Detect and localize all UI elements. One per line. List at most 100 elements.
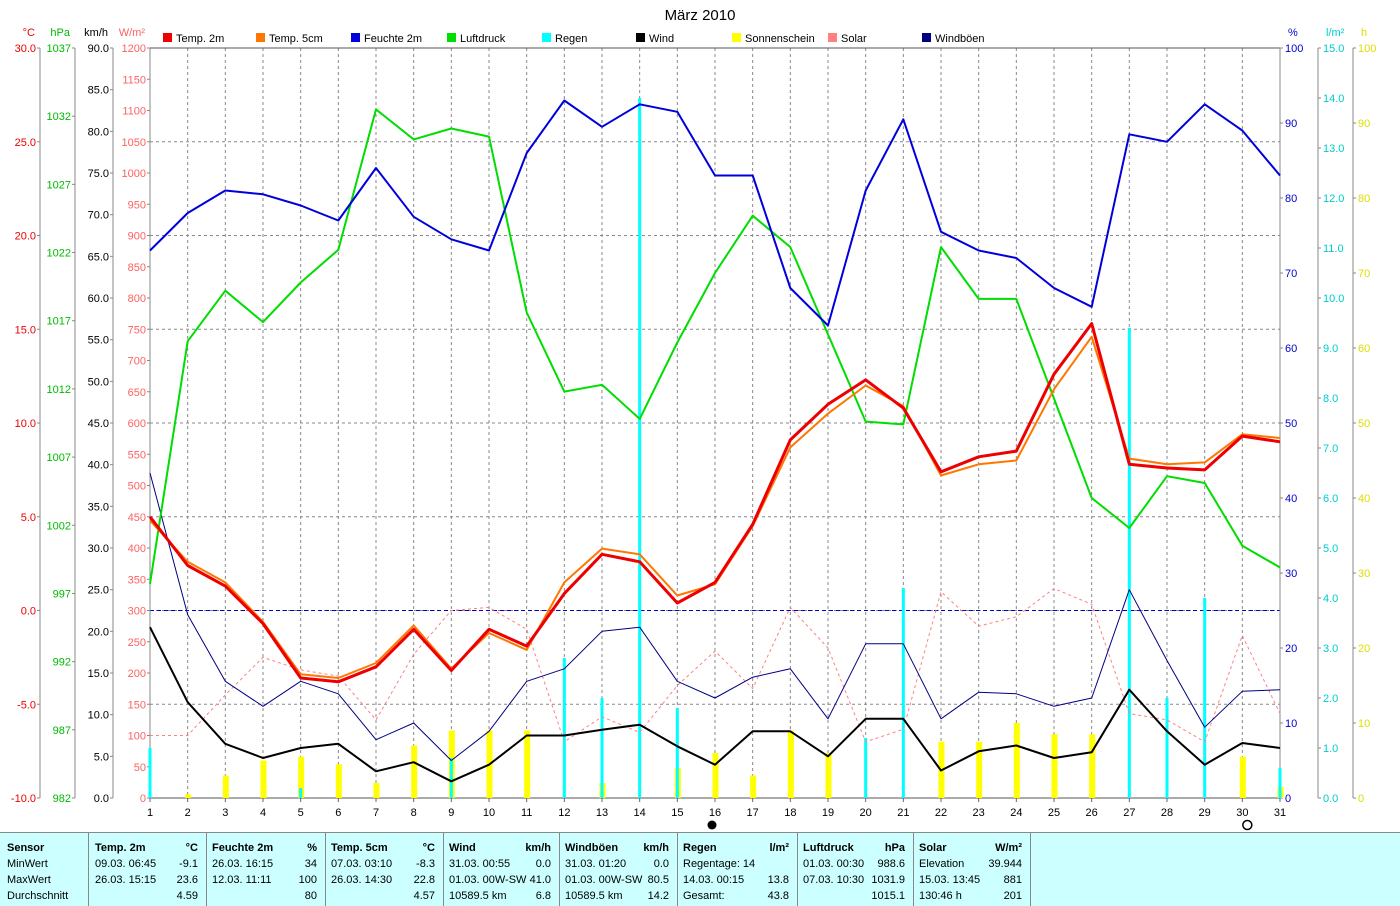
- axis-right-ticklabel-2-3: 70: [1358, 268, 1370, 280]
- axis-left-ticklabel-2-6: 60.0: [88, 293, 109, 305]
- axis-right-ticklabel-0-2: 80: [1285, 193, 1297, 205]
- rain-bar-27: [1127, 328, 1131, 798]
- axis-right-ticklabel-1-0: 15.0: [1323, 43, 1344, 55]
- legend-label-6: Sonnenschein: [745, 33, 815, 45]
- stats-col-name-3: Wind: [449, 842, 476, 854]
- solar-line: [150, 588, 1281, 743]
- axis-right-ticklabel-1-9: 6.0: [1323, 493, 1338, 505]
- axis-left-ticklabel-2-1: 85.0: [88, 85, 109, 97]
- axis-left-ticklabel-2-0: 90.0: [88, 43, 109, 55]
- axis-right-ticklabel-1-7: 8.0: [1323, 393, 1338, 405]
- axis-left-ticklabel-2-15: 15.0: [88, 668, 109, 680]
- axis-x-ticklabel-23: 23: [973, 807, 985, 819]
- axis-right-ticklabel-1-2: 13.0: [1323, 143, 1344, 155]
- legend-swatch-2: [351, 33, 360, 42]
- axis-left-ticklabel-2-14: 20.0: [88, 626, 109, 638]
- axis-left-ticklabel-2-18: 0.0: [94, 793, 109, 805]
- stats-cell-value-3-0: 0.0: [535, 858, 551, 870]
- sunshine-bar-16: [712, 753, 719, 798]
- stats-cell-value-0-1: 23.6: [176, 874, 198, 886]
- stats-cell-value-4-2: 14.2: [647, 890, 669, 902]
- stats-col-name-4: Windböen: [565, 842, 619, 854]
- temp-5cm-line: [149, 335, 1281, 679]
- legend-label-0: Temp. 2m: [176, 33, 224, 45]
- grid: [149, 47, 1281, 799]
- axis-left-ticklabel-3-21: 150: [128, 699, 146, 711]
- sunshine-bar-3: [222, 775, 229, 798]
- stats-col-unit-2: °C: [422, 842, 435, 854]
- axis-right-ticklabel-1-5: 10.0: [1323, 293, 1344, 305]
- stats-cell-value-3-1: 41.0: [529, 874, 551, 886]
- axis-x-ticklabel-22: 22: [935, 807, 947, 819]
- stats-column-2: Temp. 5cm °C 07.03. 03:10 -8.3 26.03. 14:30 2…: [325, 833, 444, 906]
- axis-left-ticklabel-3-11: 650: [128, 387, 146, 399]
- stats-cell-label-3-1: 01.03. 00W-SW: [449, 874, 527, 886]
- legend-swatch-5: [636, 33, 645, 42]
- axis-right-ticklabel-1-11: 4.0: [1323, 593, 1338, 605]
- axis-right-ticklabel-0-3: 70: [1285, 268, 1297, 280]
- axis-left-ticklabel-0-6: 0.0: [21, 606, 36, 618]
- axis-x-ticklabel-31: 31: [1274, 807, 1286, 819]
- stats-row-labels: Sensor MinWert MaxWert Durchschnitt: [0, 833, 89, 906]
- axis-right-ticklabel-0-5: 50: [1285, 418, 1297, 430]
- stats-cell-value-4-0: 0.0: [653, 858, 669, 870]
- axis-right-ticklabel-0-7: 30: [1285, 568, 1297, 580]
- legend-swatch-0: [163, 33, 172, 42]
- stats-col-name-0: Temp. 2m: [95, 842, 146, 854]
- axis-right-ticklabel-2-7: 30: [1358, 568, 1370, 580]
- stats-cell-value-0-2: 4.59: [176, 890, 198, 902]
- axis-left-ticklabel-2-7: 55.0: [88, 335, 109, 347]
- axis-x-ticklabel-28: 28: [1161, 807, 1173, 819]
- sunshine-bar-26: [1089, 734, 1096, 798]
- axis-right-ticklabel-1-3: 12.0: [1323, 193, 1344, 205]
- axis-left-ticklabel-2-5: 65.0: [88, 251, 109, 263]
- axis-left-ticklabel-0-7: -5.0: [17, 699, 36, 711]
- stats-cell-label-2-1: 26.03. 14:30: [331, 874, 393, 886]
- stats-cell-label-3-0: 31.03. 00:55: [449, 858, 511, 870]
- temp-2m-line: [148, 322, 1281, 684]
- axis-left-ticklabel-3-24: 0: [140, 793, 146, 805]
- axis-right-ticklabel-2-8: 20: [1358, 643, 1370, 655]
- sunshine-bar-18: [787, 730, 794, 798]
- stats-col-unit-6: hPa: [884, 842, 905, 854]
- stats-col-name-6: Luftdruck: [803, 842, 854, 854]
- stats-cell-label-4-0: 31.03. 01:20: [565, 858, 627, 870]
- axis-left-ticklabel-3-13: 550: [128, 449, 146, 461]
- axis-right-ticklabel-2-10: 0: [1358, 793, 1364, 805]
- axis-left-ticklabel-2-11: 35.0: [88, 501, 109, 513]
- legend-label-8: Windböen: [935, 33, 985, 45]
- axis-left-ticklabel-3-2: 1100: [122, 106, 146, 118]
- legend-label-7: Solar: [841, 33, 867, 45]
- axis-right-ticklabel-1-10: 5.0: [1323, 543, 1338, 555]
- stats-row-label-3: Durchschnitt: [7, 890, 69, 902]
- legend-swatch-1: [256, 33, 265, 42]
- axis-left-unit-0: °C: [23, 27, 35, 39]
- stats-col-name-7: Solar: [919, 842, 947, 854]
- legend-swatch-7: [828, 33, 837, 42]
- stats-cell-value-6-2: 1015.1: [871, 890, 905, 902]
- axis-left-ticklabel-0-1: 25.0: [15, 137, 36, 149]
- stats-column-1: Feuchte 2m% 26.03. 16:15 34 12.03. 11:11 100…: [206, 833, 326, 906]
- axis-left-ticklabel-0-3: 15.0: [15, 324, 36, 336]
- axis-right-ticklabel-2-5: 50: [1358, 418, 1370, 430]
- axis-right-ticklabel-1-6: 9.0: [1323, 343, 1338, 355]
- stats-column-0: Temp. 2m °C 09.03. 06:45 -9.1 26.03. 15:15 23…: [89, 833, 207, 906]
- axis-right-ticklabel-1-15: 0.0: [1323, 793, 1338, 805]
- axis-left-ticklabel-0-2: 20.0: [15, 231, 36, 243]
- gust-line: [149, 472, 1281, 761]
- stats-cell-value-7-2: 201: [1003, 890, 1022, 902]
- statistics-table: Sensor MinWert MaxWert Durchschnitt Temp. 2m…: [0, 832, 1400, 906]
- stats-cell-label-7-2: 130:46 h: [919, 890, 962, 902]
- axis-left-ticklabel-1-3: 1022: [47, 248, 71, 260]
- axis-left-ticklabel-2-3: 75.0: [88, 168, 109, 180]
- axis-x-ticklabel-20: 20: [860, 807, 872, 819]
- axis-right-unit-2: h: [1361, 27, 1367, 39]
- axis-right-ticklabel-0-9: 10: [1285, 718, 1297, 730]
- stats-column-4: Windböen km/h 31.03. 01:20 0.0 01.03. 00W-SW…: [559, 833, 678, 906]
- sunshine-bar-8: [411, 745, 418, 798]
- rain-bar-29: [1203, 598, 1207, 798]
- axis-x-ticklabel-16: 16: [709, 807, 721, 819]
- axis-x-ticklabel-12: 12: [558, 807, 570, 819]
- axis-left-ticklabel-1-6: 1007: [47, 452, 71, 464]
- legend-swatch-8: [922, 33, 931, 42]
